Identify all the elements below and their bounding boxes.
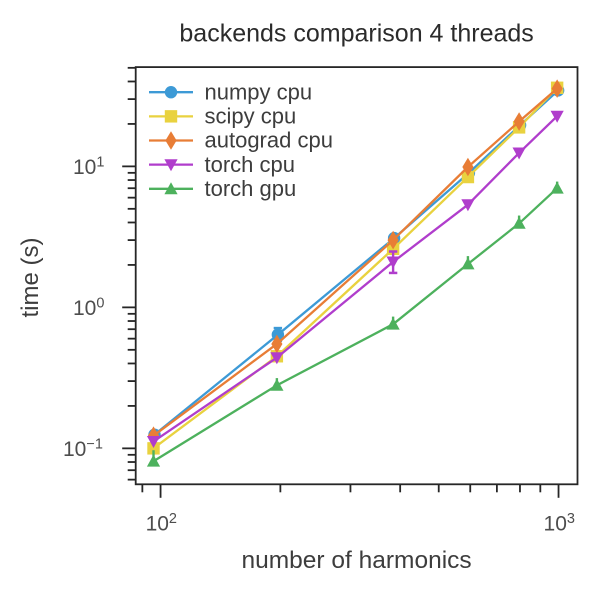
marker-triangle-up [386,317,400,330]
x-tick-label: 103 [544,511,575,536]
marker-diamond [165,131,177,150]
series-autograd-cpu [147,79,563,445]
marker-square [147,442,160,455]
legend-label: numpy cpu [205,79,313,104]
marker-diamond [513,112,525,131]
legend-item-torch-cpu: torch cpu [149,152,295,177]
marker-diamond [271,334,283,354]
legend-item-torch-gpu: torch gpu [149,176,296,201]
marker-triangle-down [270,352,284,365]
x-axis-label: number of harmonics [242,547,472,574]
chart-title: backends comparison 4 threads [179,20,533,48]
marker-triangle-down [512,147,526,160]
marker-diamond [147,426,160,445]
marker-diamond [387,230,399,250]
y-tick-label: 100 [73,296,104,321]
marker-triangle-up [164,182,178,195]
series-line [152,187,558,463]
series-torch-cpu [146,110,564,449]
plot-spines [134,66,579,486]
legend-label: scipy cpu [205,104,297,129]
marker-triangle-down [461,199,475,212]
legend-item-autograd-cpu: autograd cpu [149,128,333,153]
legend-label: torch gpu [205,176,297,201]
series-line [152,87,558,437]
axes-group: 102 103 10−1 100 101 [63,66,579,536]
marker-diamond [551,79,563,98]
y-tick-label: 10−1 [63,437,103,462]
series-line [152,115,558,443]
marker-triangle-up [146,454,161,467]
marker-triangle-up [512,216,526,229]
series-torch-gpu [146,181,564,467]
marker-circle [164,86,178,99]
legend-label: autograd cpu [205,128,333,153]
data-series-group [146,79,565,467]
marker-triangle-down [550,110,564,123]
y-axis-label: time (s) [17,238,44,318]
legend-item-numpy-cpu: numpy cpu [149,79,312,104]
marker-triangle-down [164,159,178,172]
legend-label: torch cpu [205,152,296,177]
marker-diamond [462,157,474,177]
marker-triangle-down [146,436,161,449]
marker-triangle-up [461,257,475,270]
marker-triangle-up [270,378,284,391]
legend-item-scipy-cpu: scipy cpu [149,104,296,129]
x-tick-label: 102 [146,511,177,536]
y-tick-label: 101 [73,155,104,180]
marker-square [461,170,475,184]
marker-triangle-up [550,181,564,194]
marker-square [164,110,178,123]
marker-triangle-down [386,256,400,269]
marker-circle [271,328,285,341]
